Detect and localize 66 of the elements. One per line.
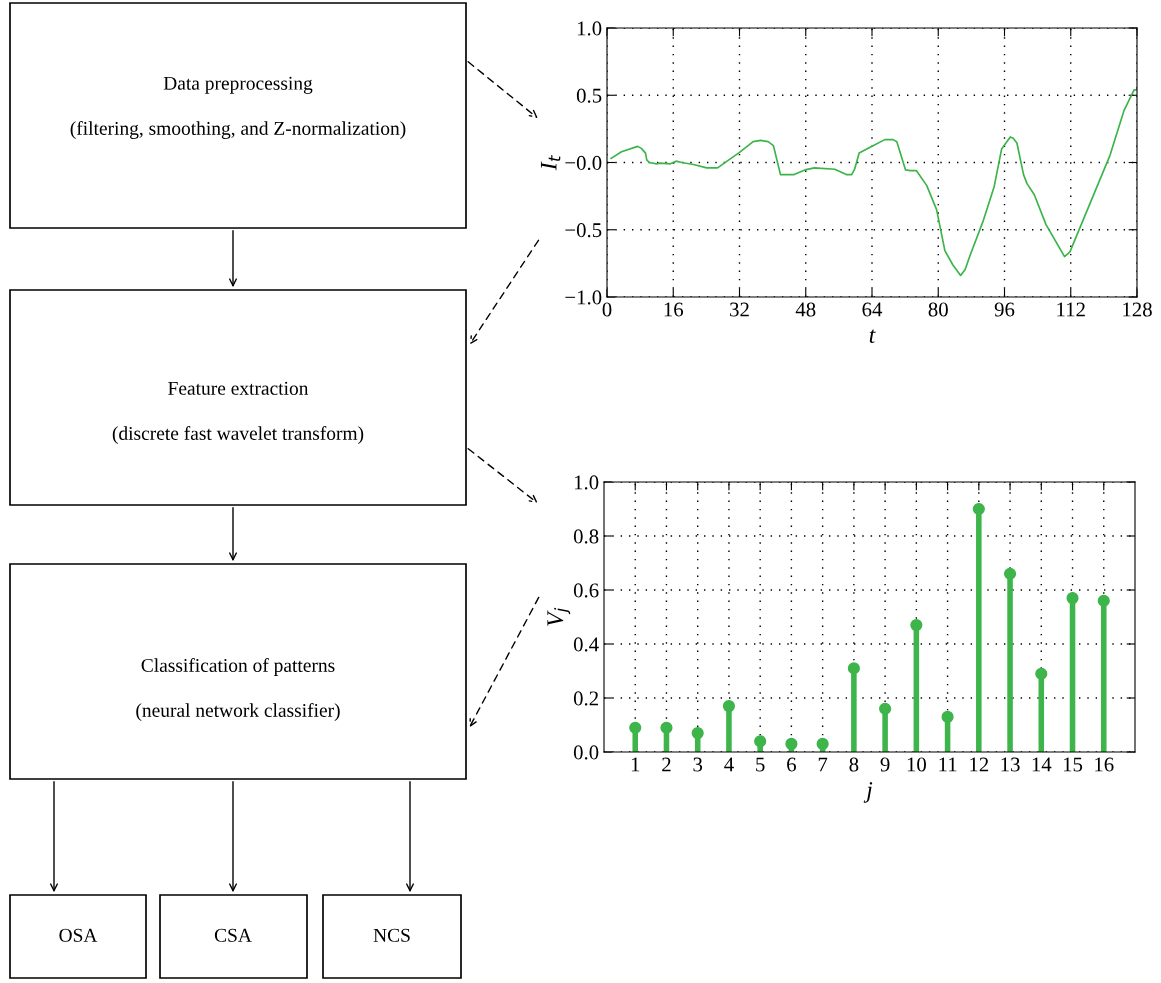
x-tick-label: 3 [693,757,703,772]
point [722,700,736,713]
point [691,727,704,740]
x-tick-label: 2 [662,757,671,772]
x-tick-label: 112 [1057,302,1085,317]
y-tick-label: −1.0 [565,290,602,305]
x-tick-label: 10 [907,757,926,772]
x-tick-label: 16 [1095,757,1114,772]
x-tick-label: 0 [602,302,612,317]
point [754,735,767,748]
point [785,737,798,750]
x-tick-label: 11 [939,757,957,772]
point [941,710,954,723]
text: Classification of patterns [141,658,335,676]
y-axis-title: V$_{j}$ [547,607,571,626]
text: Data preprocessing [163,76,313,94]
line-series [610,89,1137,277]
x-tick-label: 15 [1063,757,1083,772]
x-tick-label: 5 [756,757,765,772]
point [1097,594,1110,607]
x-tick-label: 64 [862,302,883,317]
y-axis-title: I$_{t}$ [540,155,561,171]
x-axis-title: j [863,782,873,803]
point [910,619,923,632]
x-tick-label: 128 [1123,302,1152,317]
y-tick-label: 0.5 [576,88,602,103]
text: NCS [373,928,410,942]
x-tick-label: 96 [994,302,1015,317]
point [660,721,673,734]
y-tick-label: 0.4 [573,637,599,652]
x-tick-label: 80 [928,302,948,317]
y-tick-label: 0.0 [573,745,599,760]
y-tick-label: 0.6 [573,583,599,598]
x-tick-label: 9 [880,757,890,772]
y-tick-label: 0.8 [573,529,599,544]
x-tick-label: 13 [1001,757,1020,772]
x-tick-label: 8 [849,757,859,772]
point [816,737,829,750]
x-tick-label: 4 [724,757,734,772]
y-tick-label: 1.0 [574,475,599,490]
y-tick-label: 0.2 [573,691,598,706]
x-tick-label: 16 [664,302,684,317]
text: (filtering, smoothing, and Z-normalization) [70,121,406,139]
x-tick-label: 7 [818,757,828,772]
text: Feature extraction [168,381,309,395]
point [1035,667,1048,680]
x-tick-label: 1 [631,757,640,772]
text: CSA [214,928,252,942]
x-tick-label: 12 [970,757,989,772]
point [1003,567,1017,580]
point [879,702,892,715]
text: OSA [59,928,98,942]
point [1066,592,1079,605]
x-axis-title: t [869,329,876,343]
y-tick-label: 1.0 [577,21,602,36]
y-tick-label: −0.0 [565,155,602,171]
y-tick-label: −0.5 [565,223,602,238]
point [847,662,860,675]
x-tick-label: 48 [795,302,816,317]
point [629,721,642,734]
text: (discrete fast wavelet transform) [112,426,364,444]
x-tick-label: 14 [1032,757,1052,772]
text: (neural network classifier) [136,703,340,721]
point [972,502,985,516]
x-tick-label: 32 [730,302,749,317]
x-tick-label: 6 [787,757,796,772]
